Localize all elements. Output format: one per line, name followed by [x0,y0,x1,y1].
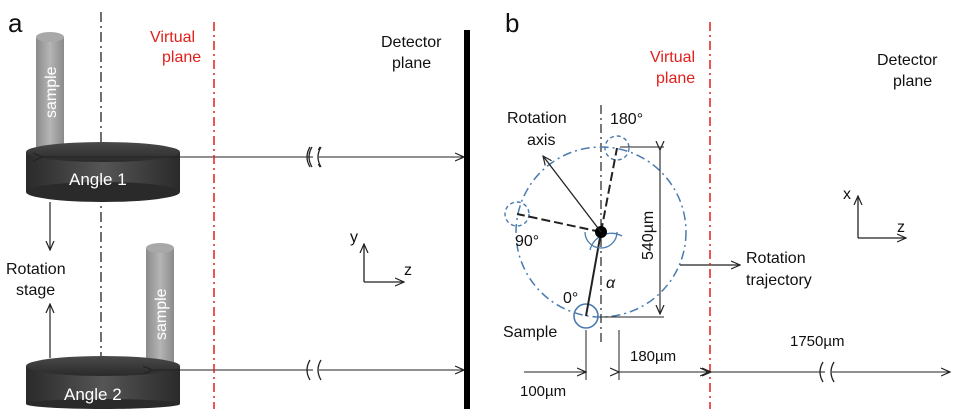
sample-position-90 [504,201,530,227]
detector-plane-label-a-2: plane [392,55,431,72]
break-gap-top [313,150,319,164]
sample-label-b: Sample [503,324,557,341]
axis-z-label-b: z [897,219,905,236]
diameter-label: 540µm [640,211,657,260]
axis-y-label: y [350,229,358,246]
angle-90-label: 90° [515,233,539,250]
axis-x-label: x [843,186,851,203]
virtual-plane-label-b-1: Virtual [650,49,695,66]
rotation-axis-label-2: axis [527,132,555,149]
panel-a: a sample Angle 1 Rotation stage [6,8,470,409]
rotation-stage-label-1: Rotation [6,261,66,278]
stage-disk-angle-2: Angle 2 [26,356,180,409]
alpha-label: α [606,275,616,292]
trajectory-label-2: trajectory [746,272,812,289]
sample-position-180 [604,135,630,161]
virtual-plane-label-a-1: Virtual [150,29,195,46]
axis-z-label-a: z [404,262,412,279]
angle-arc [584,231,618,249]
dim-180-label: 180µm [630,348,676,365]
axes-xz: x z [843,186,906,238]
angle-0-label: 0° [563,290,578,307]
stage-disk-angle-1: Angle 1 [26,142,180,202]
detector-plane-bar [464,30,470,409]
radius-90 [516,213,602,233]
dim-1750-label: 1750µm [790,333,845,350]
sample-rod-bottom: sample [146,243,174,366]
radius-0 [585,231,602,317]
sample-rod-top: sample [36,32,64,155]
rotation-axis-arrow [543,156,602,233]
dim-100-label: 100µm [520,383,566,400]
angle-2-label: Angle 2 [64,385,122,404]
sample-position-0 [573,303,599,329]
sample-label-top: sample [43,66,60,118]
sample-label-bottom: sample [153,288,170,340]
axes-yz: y z [350,229,412,282]
panel-b-letter: b [505,8,519,38]
virtual-plane-label-a-2: plane [162,49,201,66]
detector-plane-label-b-2: plane [893,73,932,90]
angle-1-label: Angle 1 [69,170,127,189]
detector-plane-label-a-1: Detector [381,34,442,51]
panel-b: b Rotation axis 180° 90° 0° α Sample 54 [503,8,950,409]
trajectory-label-1: Rotation [746,250,806,267]
angle-180-label: 180° [610,111,643,128]
virtual-plane-label-b-2: plane [656,70,695,87]
break-symbol-b [819,361,835,383]
rotation-axis-label-1: Rotation [507,110,567,127]
detector-plane-label-b-1: Detector [877,52,938,69]
break-symbol-bottom [306,359,322,381]
radius-180 [600,147,618,233]
rotation-stage-label-2: stage [16,282,55,299]
panel-a-letter: a [8,8,23,38]
